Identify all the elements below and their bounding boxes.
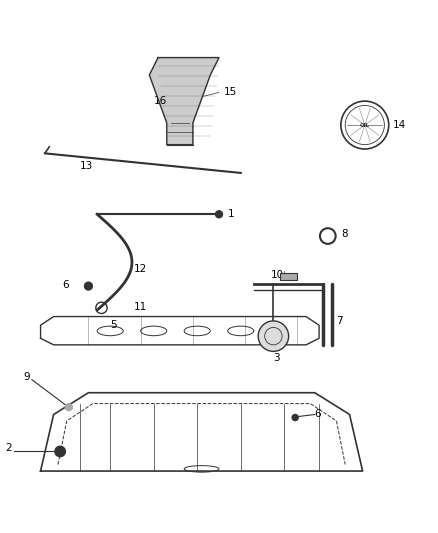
Circle shape	[55, 446, 65, 457]
Text: 5: 5	[110, 320, 117, 330]
Text: 9: 9	[23, 373, 30, 383]
Text: 1: 1	[228, 209, 234, 219]
Text: 6: 6	[315, 409, 321, 419]
Text: 11: 11	[134, 302, 147, 312]
Text: 8: 8	[341, 229, 347, 239]
Text: 6: 6	[62, 280, 69, 290]
Text: 7: 7	[336, 316, 343, 326]
Text: OIL: OIL	[360, 123, 370, 127]
Text: 2: 2	[6, 443, 12, 454]
Circle shape	[85, 282, 92, 290]
Text: 13: 13	[80, 160, 93, 171]
FancyBboxPatch shape	[280, 272, 297, 279]
Circle shape	[292, 415, 298, 421]
Text: 14: 14	[393, 120, 406, 130]
Text: 10: 10	[271, 270, 284, 280]
Text: 16: 16	[154, 96, 167, 106]
Polygon shape	[149, 58, 219, 144]
Text: 3: 3	[273, 353, 280, 363]
Circle shape	[215, 211, 223, 218]
Circle shape	[65, 403, 72, 410]
Text: 12: 12	[134, 264, 147, 273]
Text: 15: 15	[223, 87, 237, 98]
Circle shape	[258, 321, 289, 351]
